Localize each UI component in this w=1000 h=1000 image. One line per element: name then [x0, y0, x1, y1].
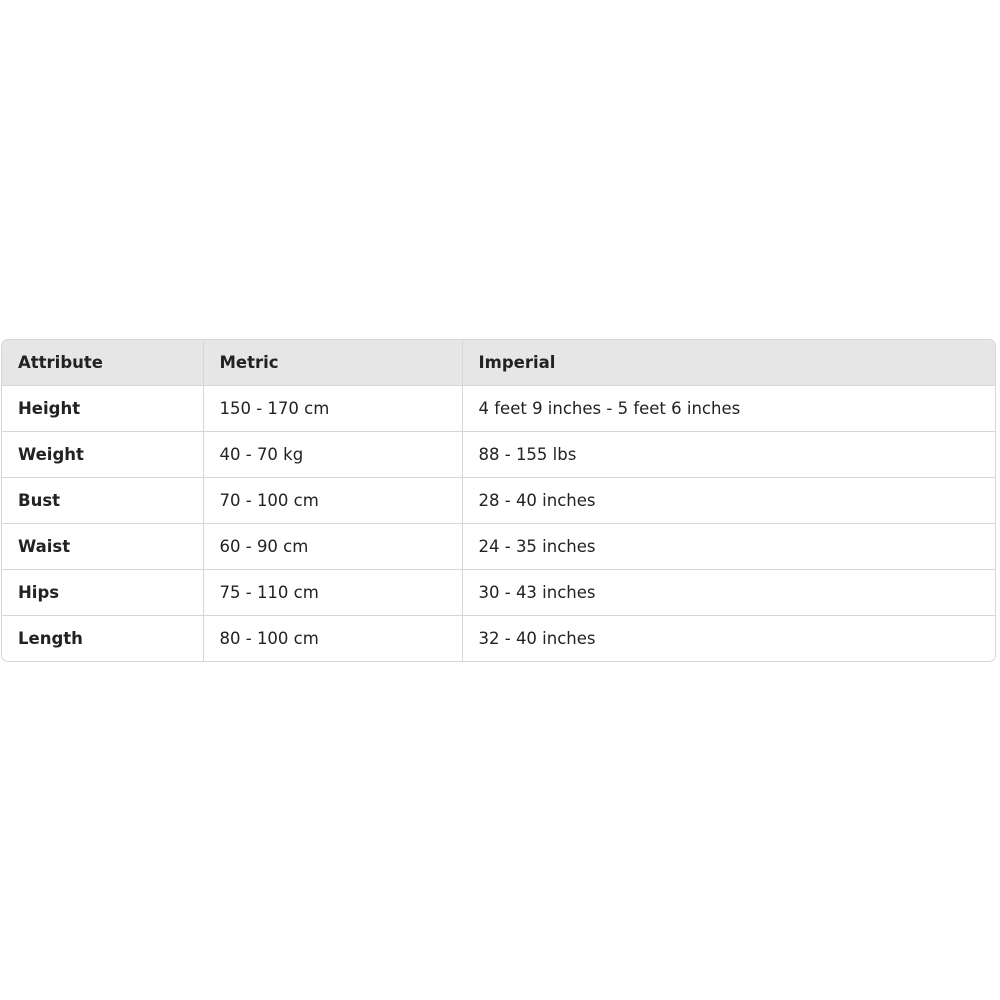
metric-cell: 150 - 170 cm: [203, 385, 463, 432]
header-imperial: Imperial: [462, 340, 995, 386]
metric-cell: 40 - 70 kg: [203, 431, 463, 478]
imperial-cell: 24 - 35 inches: [462, 523, 995, 570]
header-row: Attribute Metric Imperial: [2, 340, 995, 386]
attribute-cell: Length: [2, 615, 204, 661]
table-row: Waist 60 - 90 cm 24 - 35 inches: [2, 523, 995, 570]
attribute-cell: Bust: [2, 477, 204, 524]
header-metric: Metric: [203, 340, 463, 386]
imperial-cell: 4 feet 9 inches - 5 feet 6 inches: [462, 385, 995, 432]
attribute-cell: Hips: [2, 569, 204, 616]
table-row: Weight 40 - 70 kg 88 - 155 lbs: [2, 431, 995, 478]
metric-cell: 70 - 100 cm: [203, 477, 463, 524]
size-table-container: Attribute Metric Imperial Height 150 - 17…: [1, 339, 996, 662]
size-table: Attribute Metric Imperial Height 150 - 17…: [2, 340, 995, 661]
table-body: Height 150 - 170 cm 4 feet 9 inches - 5 fe…: [2, 385, 995, 661]
imperial-cell: 32 - 40 inches: [478, 629, 596, 648]
metric-cell: 60 - 90 cm: [203, 523, 463, 570]
metric-cell: 80 - 100 cm: [203, 615, 463, 661]
header-attribute: Attribute: [2, 340, 204, 386]
table-row: Hips 75 - 110 cm 30 - 43 inches: [2, 569, 995, 616]
table-row: Bust 70 - 100 cm 28 - 40 inches: [2, 477, 995, 524]
imperial-cell: 30 - 43 inches: [462, 569, 995, 616]
attribute-cell: Weight: [2, 431, 204, 478]
attribute-cell: Waist: [2, 523, 204, 570]
attribute-cell: Height: [2, 385, 204, 432]
imperial-cell: 88 - 155 lbs: [462, 431, 995, 478]
table-row: Height 150 - 170 cm 4 feet 9 inches - 5 fe…: [2, 385, 995, 432]
table-row: Length 80 - 100 cm 32 - 40 inches: [2, 615, 995, 661]
imperial-cell: 28 - 40 inches: [462, 477, 995, 524]
metric-cell: 75 - 110 cm: [203, 569, 463, 616]
